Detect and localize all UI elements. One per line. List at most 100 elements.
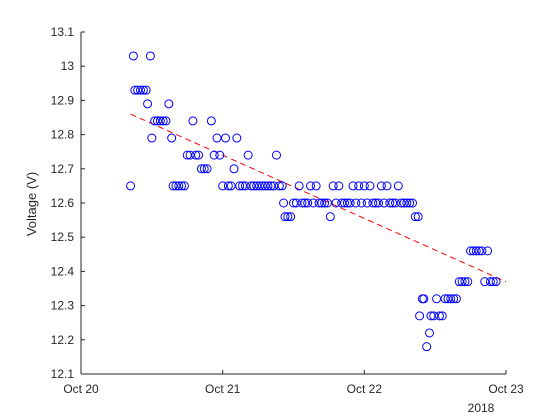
data-point: [294, 181, 304, 191]
data-point: [457, 277, 467, 287]
trend-line: [130, 113, 507, 283]
data-point: [155, 116, 165, 126]
data-point: [138, 85, 148, 95]
y-tick-label: 13.1: [51, 25, 75, 39]
data-point: [432, 294, 442, 304]
data-point: [143, 99, 153, 109]
data-point: [460, 277, 470, 287]
data-point: [212, 133, 222, 143]
data-point: [303, 198, 313, 208]
data-point: [320, 198, 330, 208]
data-point: [351, 198, 361, 208]
axes: [80, 32, 506, 375]
data-point: [126, 181, 136, 191]
y-axis-ticks: 12.1 12.2 12.3 12.4 12.5 12.6 12.7 12.8 12.9 13 13…: [51, 25, 85, 381]
data-point: [272, 150, 281, 160]
x-axis-ticks: Oct 20 Oct 21 Oct 22 Oct 23: [63, 370, 524, 396]
data-point: [434, 311, 444, 321]
y-axis-label: Voltage (V): [24, 172, 39, 236]
data-point: [194, 150, 204, 160]
y-tick-label: 12.6: [51, 196, 75, 210]
data-point: [174, 181, 184, 191]
data-point: [136, 85, 145, 95]
x-tick-label: Oct 20: [63, 382, 99, 396]
data-point: [357, 198, 366, 208]
data-point: [263, 181, 273, 191]
data-point: [419, 294, 429, 304]
y-tick-label: 12.2: [51, 333, 75, 347]
data-point: [274, 181, 284, 191]
data-point: [209, 150, 219, 160]
data-point: [422, 342, 432, 352]
y-tick-label: 13: [61, 59, 75, 73]
data-point: [374, 198, 383, 208]
data-point: [164, 99, 174, 109]
data-point: [451, 294, 461, 304]
y-tick-label: 12.3: [51, 299, 75, 313]
data-point: [410, 212, 420, 222]
data-point: [471, 246, 481, 256]
data-point: [145, 51, 155, 61]
data-point: [215, 150, 225, 160]
y-tick-label: 12.5: [51, 230, 75, 244]
data-point: [385, 198, 395, 208]
data-point: [283, 212, 293, 222]
data-point: [483, 246, 493, 256]
data-point: [345, 198, 355, 208]
data-point: [128, 51, 138, 61]
data-point: [177, 181, 187, 191]
data-point: [280, 212, 290, 222]
data-point: [488, 277, 498, 287]
data-point: [334, 181, 344, 191]
data-point: [328, 181, 338, 191]
trend-line-segment: [130, 113, 507, 283]
x-tick-label: Oct 22: [347, 382, 383, 396]
data-point: [415, 311, 425, 321]
data-point: [348, 181, 358, 191]
data-point: [199, 164, 209, 174]
data-point: [485, 277, 495, 287]
x-tick-label: Oct 21: [205, 382, 241, 396]
data-point: [376, 181, 386, 191]
data-point: [221, 133, 230, 143]
x-tick-label: Oct 23: [488, 382, 524, 396]
data-point: [477, 246, 487, 256]
data-point: [449, 294, 459, 304]
data-point: [413, 212, 423, 222]
data-point: [191, 150, 201, 160]
data-point: [196, 164, 206, 174]
data-point: [340, 198, 349, 208]
data-point: [365, 181, 375, 191]
data-point: [232, 133, 242, 143]
data-point: [249, 181, 259, 191]
data-point: [147, 133, 157, 143]
data-point: [405, 198, 415, 208]
data-points: [126, 51, 501, 352]
data-point: [141, 85, 151, 95]
data-point: [277, 181, 287, 191]
y-tick-label: 12.7: [51, 162, 75, 176]
data-point: [188, 116, 198, 126]
data-point: [297, 198, 307, 208]
data-point: [463, 277, 473, 287]
data-point: [317, 198, 327, 208]
data-point: [167, 133, 177, 143]
data-point: [229, 164, 239, 174]
data-point: [408, 198, 417, 208]
data-point: [243, 150, 253, 160]
x-axis-year-label: 2018: [468, 401, 495, 415]
y-tick-label: 12.9: [51, 93, 75, 107]
data-point: [279, 198, 289, 208]
data-point: [286, 212, 296, 222]
data-point: [179, 181, 189, 191]
data-point: [223, 181, 233, 191]
y-tick-label: 12.1: [51, 367, 75, 381]
data-point: [354, 181, 364, 191]
data-point: [202, 164, 212, 174]
data-point: [161, 116, 171, 126]
data-point: [393, 181, 403, 191]
data-point: [311, 181, 321, 191]
data-point: [382, 181, 392, 191]
data-point: [235, 181, 245, 191]
